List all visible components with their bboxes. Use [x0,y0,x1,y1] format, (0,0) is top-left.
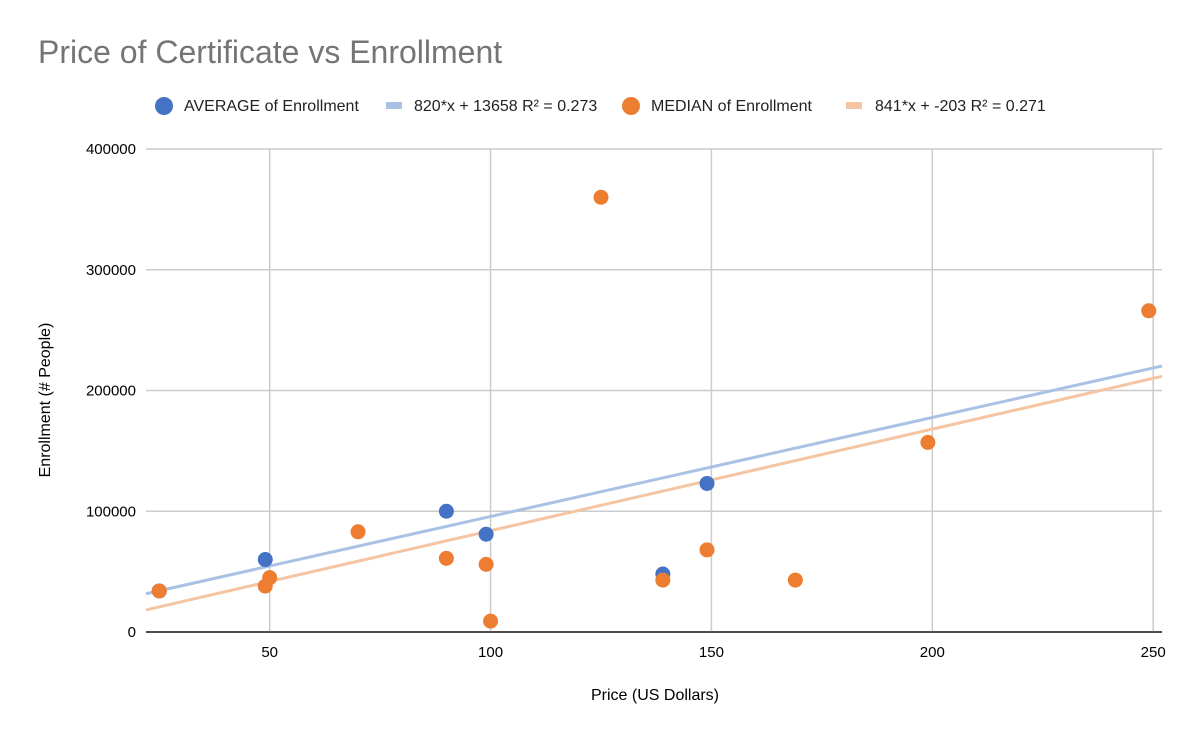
trendlines [145,364,1163,612]
point-median [787,572,803,588]
y-tick-label: 400000 [86,141,136,158]
x-tick-label: 150 [699,644,724,661]
x-tick-label: 200 [920,644,945,661]
x-tick-label: 250 [1141,644,1166,661]
point-median [920,434,936,450]
legend-label-median: MEDIAN of Enrollment [651,98,812,115]
x-tick-label: 50 [261,644,278,661]
point-median [262,570,278,586]
legend-marker-average [155,97,173,115]
data-points [151,189,1157,629]
y-tick-label: 0 [128,624,136,641]
tick-labels: 0 100000 200000 300000 400000 50 100 150 200 250 [86,141,1166,661]
legend-marker-median [622,97,640,115]
point-median [655,572,671,588]
legend-label-average: AVERAGE of Enrollment [184,98,359,115]
legend-trend-average [386,102,402,109]
point-average [257,552,273,568]
point-median [1141,303,1157,319]
grid [146,148,1162,633]
point-median [151,583,167,599]
legend-label-trend-median: 841*x + -203 R² = 0.271 [875,98,1046,115]
point-median [438,550,454,566]
legend-trend-median [846,102,862,109]
point-average [438,503,454,519]
x-tick-label: 100 [478,644,503,661]
trendline-average [145,364,1163,596]
point-median [699,542,715,558]
chart-title: Price of Certificate vs Enrollment [38,34,502,70]
legend-label-trend-average: 820*x + 13658 R² = 0.273 [414,98,597,115]
x-axis-label: Price (US Dollars) [591,687,719,704]
y-tick-label: 300000 [86,262,136,279]
y-axis-label: Enrollment (# People) [37,323,54,478]
legend: AVERAGE of Enrollment 820*x + 13658 R² =… [155,97,1046,115]
point-median [350,524,366,540]
y-tick-label: 100000 [86,503,136,520]
point-median [483,613,499,629]
point-average [699,475,715,491]
point-median [593,189,609,205]
point-average [478,526,494,542]
trendline-median [145,374,1163,612]
y-tick-label: 200000 [86,383,136,400]
point-median [478,556,494,572]
